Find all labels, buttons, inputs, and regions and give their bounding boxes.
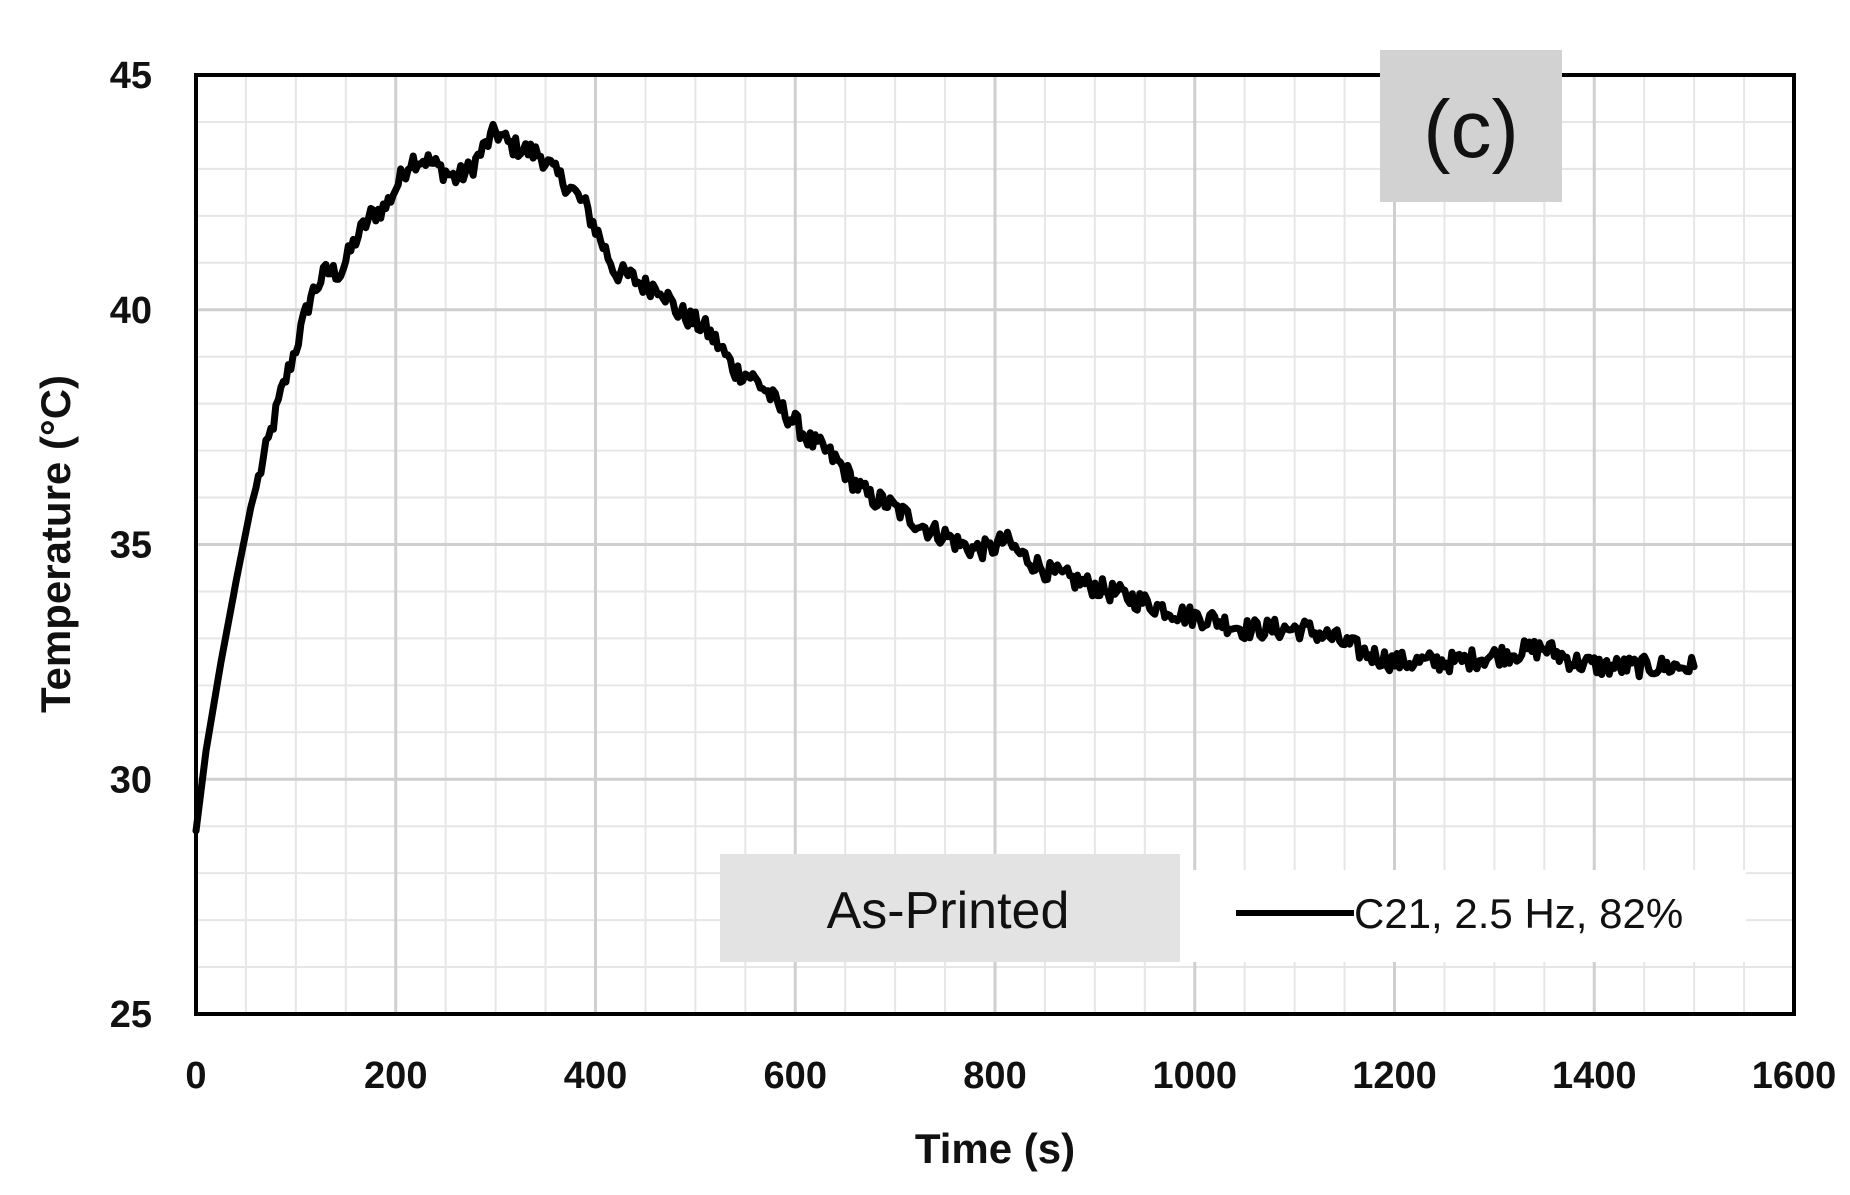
x-tick-label: 200 [364,1055,427,1097]
legend: C21, 2.5 Hz, 82% [1180,870,1746,962]
annotation-label: As-Printed [827,882,1070,940]
x-tick-label: 1600 [1752,1055,1837,1097]
y-tick-label: 30 [110,759,152,801]
x-tick-label: 600 [764,1055,827,1097]
series-line-c21 [192,120,1698,835]
x-tick-label: 800 [963,1055,1026,1097]
x-tick-labels: 0 200 400 600 800 1000 1200 1400 1600 [185,1055,1836,1097]
y-axis-title: Temperature (°C) [32,375,79,713]
y-tick-label: 40 [110,290,152,332]
y-tick-label: 25 [110,994,152,1036]
x-tick-label: 1400 [1552,1055,1637,1097]
y-tick-labels: 25 30 35 40 45 [110,55,152,1036]
grid-lines [194,73,1796,1016]
annotation-box: As-Printed [720,854,1180,962]
x-axis-title: Time (s) [915,1125,1075,1172]
x-tick-label: 400 [564,1055,627,1097]
x-tick-label: 0 [185,1055,206,1097]
x-tick-label: 1200 [1352,1055,1437,1097]
legend-series-label: C21, 2.5 Hz, 82% [1354,890,1683,937]
panel-label-box: (c) [1380,50,1562,202]
plot-area-border [194,73,1796,1016]
x-tick-label: 1000 [1152,1055,1237,1097]
y-tick-label: 35 [110,525,152,567]
y-tick-label: 45 [110,55,152,97]
panel-label: (c) [1423,84,1519,175]
